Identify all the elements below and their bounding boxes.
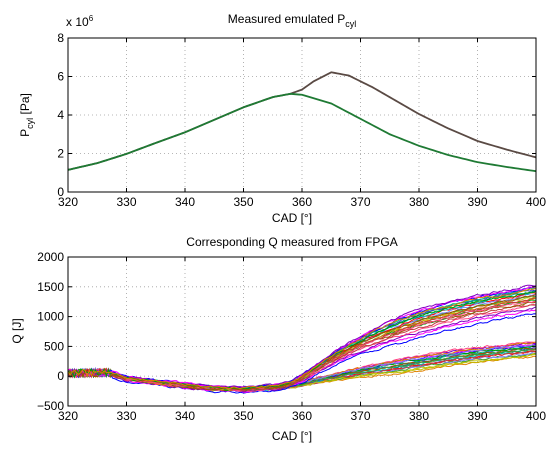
top-xtick-label: 360 (292, 195, 312, 209)
bottom-xtick-label: 360 (292, 409, 312, 423)
bottom-ytick-label: 2000 (37, 250, 64, 264)
bottom-ytick-label: 1000 (37, 310, 64, 324)
bottom-xtick-label: 370 (350, 409, 370, 423)
top-series-line-2 (68, 92, 536, 173)
bottom-ytick-label: 0 (57, 369, 64, 383)
top-ytick-label: 4 (57, 108, 64, 122)
bottom-xtick-label: 340 (175, 409, 195, 423)
top-xtick-label: 320 (58, 195, 78, 209)
top-xtick-label: 330 (116, 195, 136, 209)
top-plot-area (68, 71, 536, 173)
bottom-upper-trace-24 (68, 287, 536, 390)
top-chart-exponent: x 106 (66, 14, 94, 29)
bottom-xtick-label: 350 (233, 409, 253, 423)
bottom-xtick-label: 390 (467, 409, 487, 423)
top-xtick-label: 350 (233, 195, 253, 209)
top-chart-title: Measured emulated Pcyl (228, 12, 356, 29)
top-chart-exponent-power: 6 (89, 14, 94, 23)
bottom-xtick-label: 330 (116, 409, 136, 423)
bottom-plot-area (68, 284, 536, 394)
top-xtick-label: 340 (175, 195, 195, 209)
top-ytick-label: 0 (57, 185, 64, 199)
bottom-upper-trace-20 (68, 301, 536, 392)
bottom-ytick-label: 500 (44, 339, 64, 353)
top-chart-xlabel: CAD [°] (272, 211, 312, 225)
top-xtick-label: 390 (467, 195, 487, 209)
bottom-chart-xlabel: CAD [°] (272, 429, 312, 443)
top-xtick-label: 380 (409, 195, 429, 209)
bottom-chart-title: Corresponding Q measured from FPGA (186, 235, 397, 249)
top-chart-title-subscript: cyl (345, 19, 356, 29)
top-ytick-label: 6 (57, 70, 64, 84)
bottom-ytick-label: −500 (37, 399, 64, 413)
bottom-axes: 320 330 340 350 360 370 380 390 400 −500 0 500 1000 1… (37, 250, 546, 423)
bottom-xtick-label: 400 (526, 409, 546, 423)
bottom-xtick-label: 320 (58, 409, 78, 423)
top-axes: 320 330 340 350 360 370 380 390 400 0 2 4 6 8 (57, 31, 546, 209)
bottom-xtick-label: 380 (409, 409, 429, 423)
bottom-ytick-label: 1500 (37, 280, 64, 294)
top-ytick-label: 2 (57, 147, 64, 161)
top-chart-ylabel: Pcyl [Pa] (18, 93, 35, 137)
top-xtick-label: 400 (526, 195, 546, 209)
top-xtick-label: 370 (350, 195, 370, 209)
bottom-chart-ylabel: Q [J] (10, 318, 24, 343)
top-ytick-label: 8 (57, 31, 64, 45)
